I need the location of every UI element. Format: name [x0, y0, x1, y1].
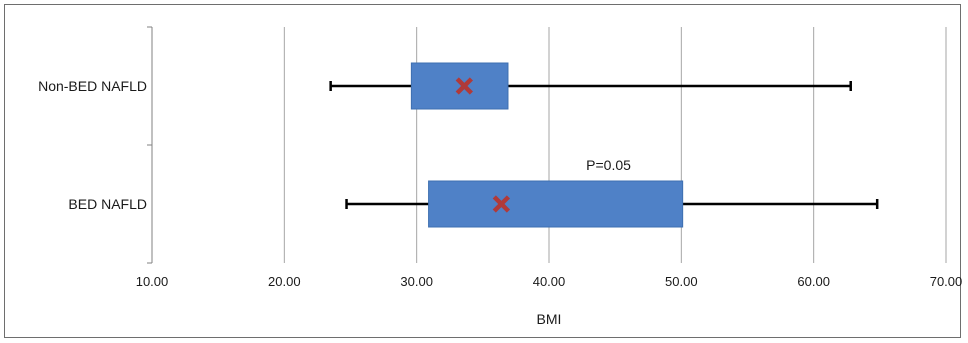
- x-tick-label: 60.00: [797, 274, 830, 289]
- x-tick-label: 10.00: [136, 274, 169, 289]
- x-tick-label: 50.00: [665, 274, 698, 289]
- category-label: BED NAFLD: [68, 196, 147, 212]
- chart-frame: 10.00 20.00 30.00 40.00 50.00 60.00 70.00 Non-B…: [4, 4, 962, 338]
- gridlines: [283, 27, 947, 263]
- labels: 10.00 20.00 30.00 40.00 50.00 60.00 70.00 Non-B…: [38, 78, 962, 289]
- mean-marker-stroke: [455, 77, 473, 95]
- mean-marker-stroke: [492, 195, 511, 213]
- iqr-box: [410, 62, 509, 110]
- x-tick-label: 30.00: [400, 274, 433, 289]
- x-axis-title: BMI: [537, 311, 562, 327]
- x-tick-label: 70.00: [930, 274, 962, 289]
- iqr-box: [428, 180, 684, 228]
- x-tick-label: 20.00: [268, 274, 301, 289]
- mean-marker: [455, 77, 473, 95]
- boxes: [329, 62, 879, 228]
- axes: [147, 26, 153, 264]
- p-value-annotation: P=0.05: [586, 157, 631, 173]
- box-plot-chart: 10.00 20.00 30.00 40.00 50.00 60.00 70.00 Non-B…: [38, 26, 962, 327]
- mean-marker: [492, 195, 511, 213]
- category-label: Non-BED NAFLD: [38, 78, 147, 94]
- x-tick-label: 40.00: [533, 274, 566, 289]
